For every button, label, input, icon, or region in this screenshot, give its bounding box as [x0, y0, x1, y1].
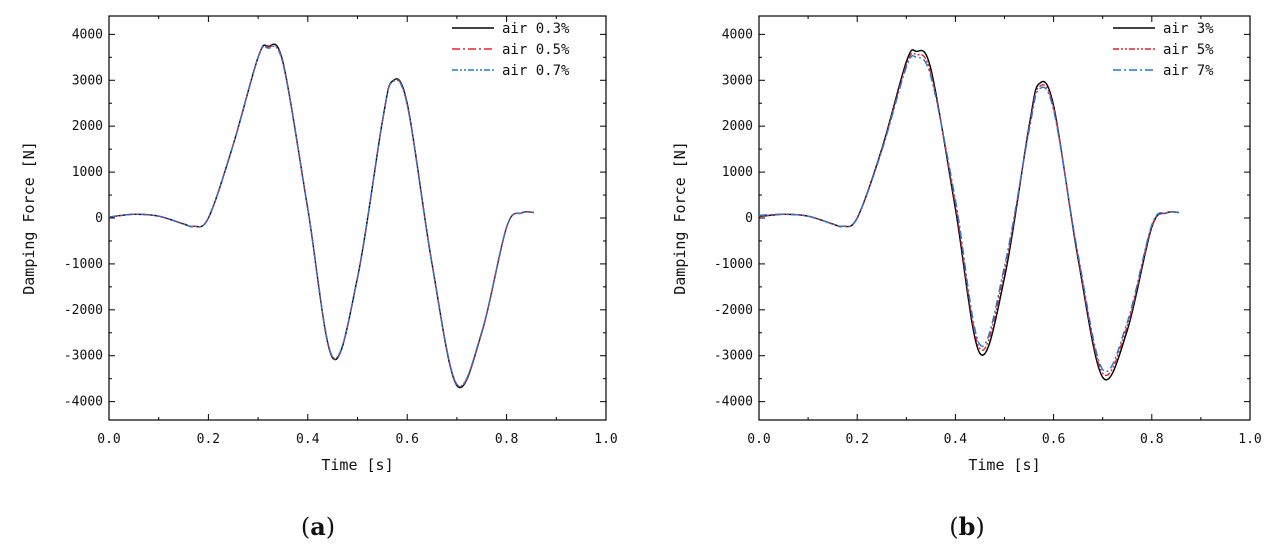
- y-tick-label: -4000: [64, 395, 103, 410]
- x-tick-label: 0.4: [944, 432, 968, 447]
- x-tick-label: 0.8: [1140, 432, 1163, 447]
- y-tick-label: -1000: [64, 257, 103, 272]
- y-axis-title: Damping Force [N]: [20, 141, 38, 295]
- series-line-2: [758, 52, 1179, 377]
- x-tick-label: 0.4: [296, 432, 320, 447]
- legend-label-3: air 0.7%: [502, 63, 570, 79]
- panel-label: (a): [301, 512, 335, 541]
- x-tick-label: 0.6: [1042, 432, 1065, 447]
- y-tick-label: 4000: [72, 27, 103, 42]
- panel-label: (b): [949, 512, 985, 541]
- y-tick-label: 1000: [722, 165, 753, 180]
- x-tick-label: 0.8: [495, 432, 518, 447]
- y-tick-label: -4000: [714, 395, 753, 410]
- x-tick-label: 0.0: [97, 432, 120, 447]
- series-line-3: [108, 45, 534, 387]
- y-tick-label: 0: [745, 211, 753, 226]
- legend-label-1: air 3%: [1163, 21, 1214, 37]
- y-tick-label: -2000: [64, 303, 103, 318]
- x-tick-label: 0.2: [845, 432, 868, 447]
- legend-label-2: air 0.5%: [502, 42, 570, 58]
- x-tick-label: 0.0: [747, 432, 770, 447]
- series-line-1: [108, 43, 534, 389]
- x-tick-label: 1.0: [594, 432, 617, 447]
- chart-panel-b: 0.0 0.2 0.4 0.6 0.8 1.0 -4000 -3000 -2000 -1000 0 1…: [671, 15, 1262, 474]
- x-tick-label: 0.6: [395, 432, 418, 447]
- legend: air 3% air 5% air 7%: [1113, 21, 1214, 79]
- series-line-2: [108, 44, 534, 388]
- y-tick-label: 1000: [72, 165, 103, 180]
- y-tick-label: 2000: [722, 119, 753, 134]
- x-tick-label: 0.2: [197, 432, 220, 447]
- x-axis-title: Time [s]: [968, 456, 1040, 474]
- legend-label-2: air 5%: [1163, 42, 1214, 58]
- y-tick-label: -3000: [64, 349, 103, 364]
- y-tick-label: -2000: [714, 303, 753, 318]
- series-line-3: [758, 55, 1179, 373]
- y-tick-label: -3000: [714, 349, 753, 364]
- legend-label-3: air 7%: [1163, 63, 1214, 79]
- series-line-1: [758, 49, 1179, 381]
- x-axis-title: Time [s]: [321, 456, 393, 474]
- y-tick-label: 2000: [72, 119, 103, 134]
- legend-label-1: air 0.3%: [502, 21, 570, 37]
- y-tick-label: 3000: [72, 73, 103, 88]
- x-tick-label: 1.0: [1238, 432, 1261, 447]
- chart-panel-a: 0.0 0.2 0.4 0.6 0.8 1.0 -4000 -3000 -2000 -1000 0 1…: [20, 15, 618, 474]
- y-tick-label: 0: [95, 211, 103, 226]
- y-axis-title: Damping Force [N]: [671, 141, 689, 295]
- legend: air 0.3% air 0.5% air 0.7%: [452, 21, 570, 79]
- y-tick-label: 4000: [722, 27, 753, 42]
- y-tick-label: 3000: [722, 73, 753, 88]
- y-tick-label: -1000: [714, 257, 753, 272]
